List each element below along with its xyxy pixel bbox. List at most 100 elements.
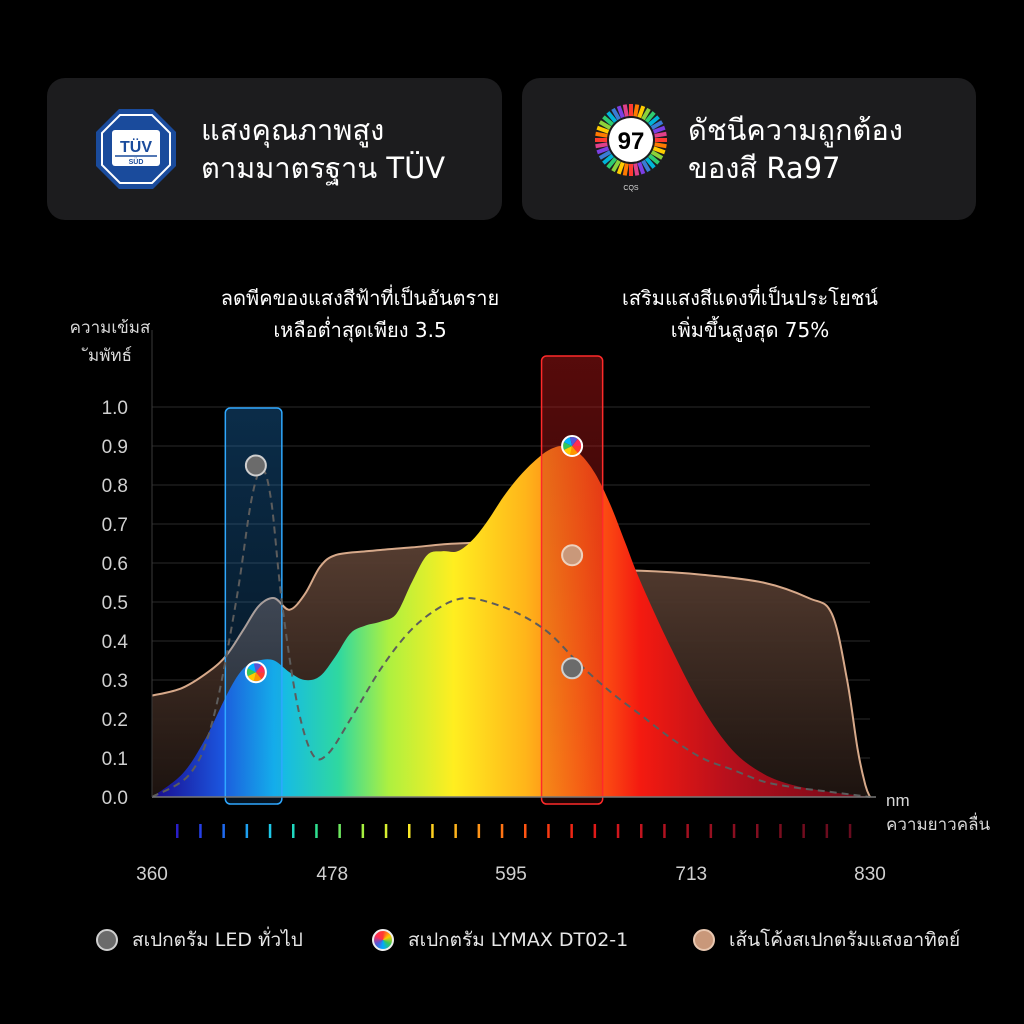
ra97-ray [622, 104, 629, 117]
lymax-marker-slice [572, 446, 582, 454]
lymax-marker [244, 661, 267, 684]
x-axis-unit: nm [886, 791, 910, 810]
red-light-band [540, 355, 604, 805]
y-tick-label: 0.1 [102, 749, 128, 770]
tuv-badge-bottom: SÜD [129, 157, 144, 166]
wavelength-tick [454, 824, 457, 838]
legend-lymax-swatch [372, 929, 394, 951]
highlight-bands [224, 355, 604, 805]
ra97-ray [650, 120, 664, 130]
ra97-ray [602, 153, 614, 165]
lymax-marker-slice [572, 438, 582, 446]
ra97-ray [648, 153, 660, 165]
ra97-ray [654, 131, 667, 138]
ra97-ray [650, 150, 664, 160]
y-tick-label: 0.2 [102, 710, 128, 731]
wavelength-tick [756, 824, 759, 838]
lymax-marker-slice [255, 672, 265, 680]
led-series [151, 468, 871, 798]
legend-item-sun: เส้นโค้งสเปกตรัมแสงอาทิตย์ [693, 925, 960, 955]
ra97-ray [598, 150, 612, 160]
blue-light-band [224, 407, 283, 805]
legend-item-lymax: สเปกตรัม LYMAX DT02-1 [372, 925, 628, 955]
lymax-marker-slice [246, 668, 256, 677]
ra97-ray [606, 157, 618, 169]
y-tick-label: 1.0 [102, 398, 128, 419]
wavelength-tick [338, 824, 341, 838]
lymax-marker-slice [253, 663, 262, 673]
ra97-ray [606, 111, 618, 123]
blue-annotation-line1: ลดพีคของแสงสีฟ้าที่เป็นอันตราย [220, 286, 500, 310]
x-axis-label: ความยาวคลื่น [886, 812, 991, 835]
ra97-card: 97 CQS ดัชนีความถูกต้อง ของสี Ra97 [522, 78, 976, 220]
chart-markers [244, 435, 584, 684]
ra97-ray [611, 159, 621, 173]
wavelength-tick [477, 824, 481, 838]
ra97-ray [633, 104, 640, 117]
lymax-marker-ring [561, 435, 584, 457]
x-tick-label: 360 [136, 864, 168, 885]
ra97-card-text: ดัชนีความถูกต้อง ของสี Ra97 [688, 111, 903, 187]
wavelength-tick [848, 824, 852, 838]
wavelength-tick [570, 824, 573, 838]
wavelength-tick [222, 824, 225, 838]
ra97-ray [637, 161, 646, 175]
ra97-ray [596, 146, 610, 155]
ra97-ray [648, 115, 660, 127]
tuv-card-line2: ตามมาตรฐาน TÜV [201, 151, 446, 185]
wavelength-tick [176, 824, 179, 838]
lymax-series [152, 445, 870, 797]
ra97-ray [644, 157, 656, 169]
ra97-card-line2: ของสี Ra97 [688, 151, 841, 185]
lymax-marker-slice [563, 437, 573, 446]
lymax-marker-slice [570, 446, 578, 455]
tuv-badge-top: TÜV [120, 137, 152, 156]
lymax-marker-slice [247, 663, 256, 673]
y-tick-label: 0.0 [102, 788, 128, 809]
wavelength-tick [292, 824, 295, 838]
wavelength-tick [245, 824, 249, 838]
y-tick-label: 0.6 [102, 554, 128, 575]
y-tick-label: 0.7 [102, 515, 128, 536]
lymax-marker-slice [563, 446, 573, 455]
wavelength-tick [802, 824, 805, 838]
ra97-ray [641, 159, 651, 173]
lymax-marker-slice [253, 672, 262, 682]
y-axis-label: ความเข้มสัมพัทธ์ [70, 318, 151, 366]
wavelength-tick [431, 824, 434, 838]
lymax-marker-slice [570, 437, 578, 446]
ra97-ray [641, 107, 651, 121]
ra97-card-line1: ดัชนีความถูกต้อง [688, 113, 903, 147]
led-marker [561, 657, 584, 680]
wavelength-tick [640, 824, 643, 838]
wavelength-tick [616, 824, 620, 838]
chart-axes: 0.0 0.1 0.2 0.3 0.4 0.5 0.6 0.7 0.8 0.9 1.0 360 478 5… [70, 318, 991, 885]
ra97-ray [622, 163, 629, 176]
wavelength-tick [825, 824, 829, 838]
ra97-ray [596, 125, 610, 134]
ra97-ray [616, 161, 625, 175]
led-line [151, 468, 871, 798]
led-marker [244, 454, 267, 477]
wavelength-tick [686, 824, 689, 838]
ra97-ray [652, 146, 666, 155]
y-tick-label: 0.8 [102, 476, 128, 497]
legend-sun-label: เส้นโค้งสเปกตรัมแสงอาทิตย์ [729, 929, 961, 951]
wavelength-tick [315, 824, 318, 838]
wavelength-tick [593, 824, 597, 838]
legend-lymax-label: สเปกตรัม LYMAX DT02-1 [408, 929, 629, 951]
wavelength-tick [268, 824, 272, 838]
ra97-ray [602, 115, 614, 127]
x-tick-label: 478 [316, 864, 348, 885]
ra97-logo-icon: 97 CQS [595, 104, 667, 192]
y-tick-label: 0.5 [102, 593, 128, 614]
tuv-sud-logo-icon: TÜV SÜD [96, 109, 176, 189]
lymax-marker-ring [244, 661, 267, 684]
ra97-badge-sub: CQS [623, 185, 639, 192]
wavelength-tick [732, 824, 736, 838]
tuv-card-line1: แสงคุณภาพสูง [201, 113, 385, 147]
wavelength-tick [547, 824, 550, 838]
lymax-marker [561, 435, 584, 457]
red-light-annotation: เสริมแสงสีแดงที่เป็นประโยชน์ เพิ่มขึ้นสู… [590, 282, 910, 346]
